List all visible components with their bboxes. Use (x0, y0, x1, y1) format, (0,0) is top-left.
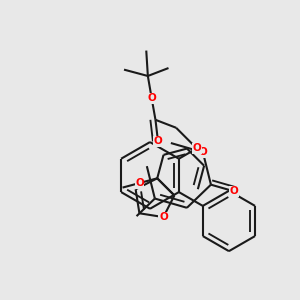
Text: O: O (154, 136, 162, 146)
Text: O: O (199, 147, 207, 157)
Text: O: O (230, 186, 238, 196)
Text: O: O (135, 178, 144, 188)
Text: O: O (159, 212, 168, 222)
Text: O: O (147, 93, 156, 103)
Text: O: O (192, 143, 201, 153)
